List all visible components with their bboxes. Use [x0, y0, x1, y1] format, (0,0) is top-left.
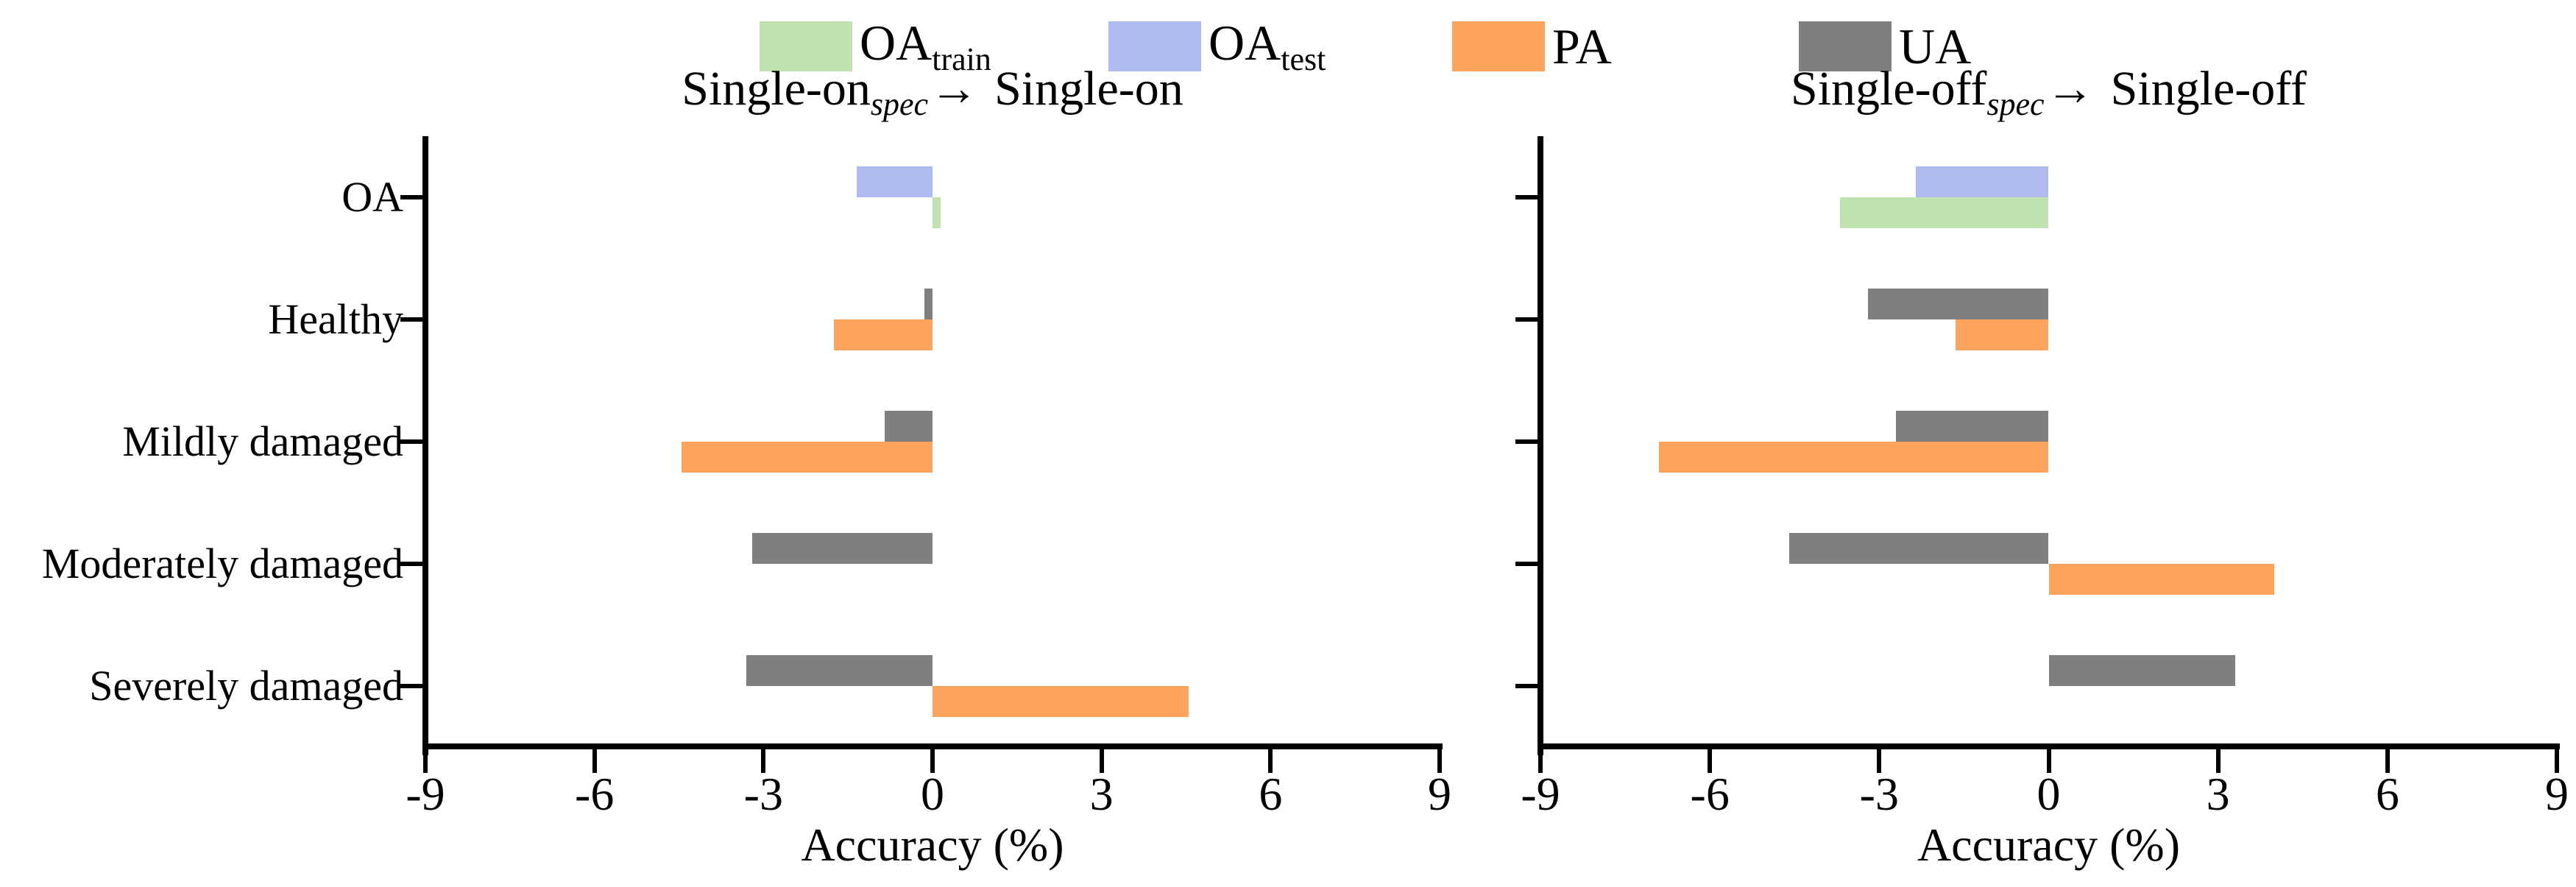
y-tick — [1515, 439, 1538, 444]
legend-swatch-oa-test — [1108, 21, 1201, 71]
y-category-label-healthy: Healthy — [268, 295, 403, 343]
bar-healthy-pa — [834, 319, 933, 350]
title-target: Single-off — [2110, 62, 2307, 116]
bar-moderately-damaged-ua — [1788, 533, 2049, 564]
bar-mildly-damaged-pa — [1659, 442, 2049, 473]
x-tick-label: 3 — [1089, 768, 1114, 820]
legend-label: PA — [1552, 18, 1612, 74]
x-tick — [592, 749, 597, 773]
x-tick — [1538, 749, 1543, 773]
x-tick — [1877, 749, 1882, 773]
x-tick-label: -6 — [575, 768, 615, 820]
x-tick-label: 3 — [2206, 768, 2230, 820]
bar-moderately-damaged-ua — [752, 533, 933, 564]
arrow-icon: → — [930, 62, 979, 116]
x-tick-label: -9 — [406, 768, 445, 820]
legend-swatch-pa — [1452, 21, 1545, 71]
x-tick-label: 9 — [1428, 768, 1451, 820]
y-tick — [400, 317, 422, 322]
x-tick-label: -3 — [1859, 768, 1899, 820]
x-tick-label: -9 — [1521, 768, 1560, 820]
x-tick — [1099, 749, 1104, 773]
bar-oa-oa-test — [856, 166, 933, 197]
bar-oa-oa-train — [1839, 197, 2049, 228]
legend-item-oa-train: OAtrain — [760, 18, 991, 75]
legend-label: OAtrain — [860, 14, 991, 77]
x-axis-label-right: Accuracy (%) — [1917, 819, 2181, 871]
y-tick — [1515, 317, 1538, 322]
panel-title-right: Single-offspec→ Single-off — [1540, 62, 2557, 132]
y-axis-spine — [1538, 136, 1543, 755]
x-tick — [761, 749, 766, 773]
bar-oa-oa-train — [933, 197, 941, 228]
y-tick — [400, 195, 422, 199]
x-tick — [2215, 749, 2221, 773]
bar-severely-damaged-ua — [2048, 655, 2235, 686]
x-tick — [2385, 749, 2390, 773]
x-tick-label: 6 — [2375, 768, 2399, 820]
panel-title-left: Single-onspec→ Single-on — [425, 62, 1440, 132]
legend-label: OAtest — [1209, 14, 1326, 77]
bar-oa-oa-test — [1916, 166, 2049, 197]
legend-item-pa: PA — [1452, 18, 1612, 75]
x-tick — [2046, 749, 2051, 773]
title-base: Single-off — [1790, 62, 1987, 116]
title-target: Single-on — [994, 62, 1183, 116]
legend-swatch-ua — [1799, 21, 1892, 71]
y-category-label-oa: OA — [342, 173, 403, 221]
x-tick-label: 0 — [2037, 768, 2061, 820]
legend-item-ua: UA — [1799, 18, 1971, 75]
bar-mildly-damaged-pa — [682, 442, 933, 473]
x-tick-label: -3 — [743, 768, 783, 820]
x-tick — [1708, 749, 1713, 773]
bar-moderately-damaged-pa — [2048, 564, 2275, 595]
x-tick — [2555, 749, 2559, 773]
y-axis-category-labels: OA Healthy Mildly damaged Moderately damage… — [0, 136, 403, 747]
x-tick — [930, 749, 935, 773]
x-tick-label: 6 — [1259, 768, 1283, 820]
x-axis-line — [422, 743, 1443, 749]
y-tick — [1515, 195, 1538, 199]
bar-severely-damaged-pa — [933, 686, 1189, 717]
x-tick-label: 9 — [2545, 768, 2569, 820]
plot-1: -9 -6 -3 0 3 6 9 — [1515, 136, 2569, 820]
y-category-label-moderately-damaged: Moderately damaged — [41, 540, 403, 587]
x-tick-label: 0 — [921, 768, 944, 820]
legend-swatch-oa-train — [760, 21, 852, 71]
legend-item-oa-test: OAtest — [1108, 18, 1326, 75]
y-category-label-severely-damaged: Severely damaged — [89, 662, 403, 710]
x-tick — [1437, 749, 1442, 773]
y-axis-spine — [422, 136, 428, 755]
x-tick — [423, 749, 428, 773]
bar-mildly-damaged-ua — [1896, 411, 2049, 442]
bar-healthy-ua — [924, 289, 933, 319]
y-tick — [1515, 684, 1538, 688]
title-subscript: spec — [870, 86, 929, 122]
x-axis-label-left: Accuracy (%) — [801, 819, 1064, 871]
title-subscript: spec — [1986, 86, 2045, 122]
bar-severely-damaged-ua — [746, 655, 933, 686]
y-tick — [1515, 562, 1538, 566]
y-tick — [400, 562, 422, 566]
arrow-icon: → — [2045, 62, 2095, 116]
y-category-label-mildly-damaged: Mildly damaged — [122, 417, 403, 465]
title-base: Single-on — [682, 62, 871, 116]
plot-0: -9 -6 -3 0 3 6 9 — [400, 136, 1451, 820]
x-tick — [1268, 749, 1273, 773]
x-tick-label: -6 — [1690, 768, 1730, 820]
legend-label: UA — [1899, 18, 1972, 74]
x-axis-line — [1538, 743, 2560, 749]
y-tick — [400, 684, 422, 688]
bar-healthy-pa — [1955, 319, 2049, 350]
y-tick — [400, 439, 422, 444]
bar-mildly-damaged-ua — [884, 411, 933, 442]
bar-healthy-ua — [1867, 289, 2049, 319]
